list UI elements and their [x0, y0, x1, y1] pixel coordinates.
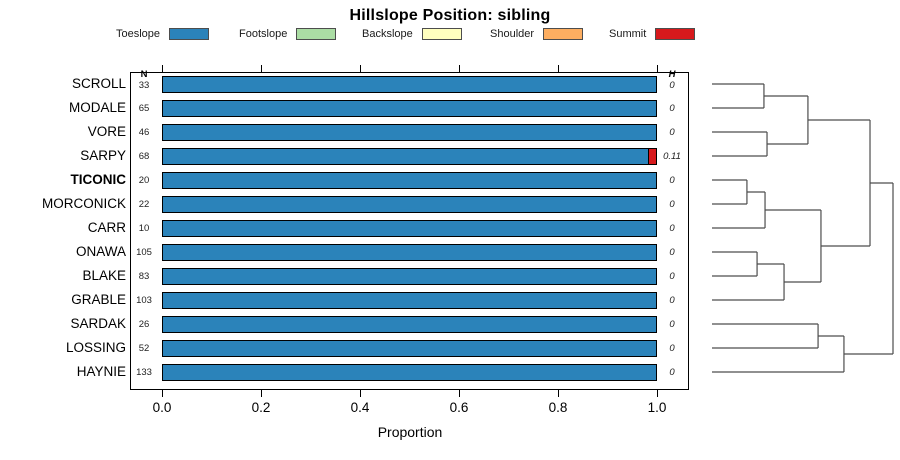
- h-value: 0: [669, 295, 675, 306]
- legend-label: Shoulder: [490, 28, 535, 40]
- top-tick: [657, 65, 658, 72]
- bar-segment-toeslope: [162, 195, 657, 213]
- top-tick: [459, 65, 460, 72]
- bar-segment-toeslope: [162, 123, 657, 141]
- n-value: 26: [138, 319, 150, 330]
- h-value: 0: [669, 223, 675, 234]
- h-value: 0: [669, 247, 675, 258]
- legend-label: Toeslope: [116, 28, 161, 40]
- n-column-header: N: [140, 69, 148, 80]
- bottom-tick: [558, 390, 559, 397]
- n-value: 133: [136, 367, 152, 378]
- h-value: 0: [669, 343, 675, 354]
- bottom-tick: [459, 390, 460, 397]
- legend-swatch-shoulder: [543, 28, 584, 40]
- top-tick: [261, 65, 262, 72]
- legend-swatch-backslope: [421, 28, 462, 40]
- bar-segment-toeslope: [162, 171, 657, 189]
- x-tick-label: 0.8: [548, 400, 568, 415]
- bar-segment-toeslope: [162, 363, 657, 381]
- bar-segment-toeslope: [162, 291, 657, 309]
- row-label-sarpy: SARPY: [80, 148, 126, 163]
- row-label-onawa: ONAWA: [76, 244, 126, 259]
- x-tick-label: 1.0: [647, 400, 667, 415]
- bottom-tick: [261, 390, 262, 397]
- row-label-sardak: SARDAK: [70, 316, 126, 331]
- h-value-text: 0: [669, 80, 675, 91]
- legend-item-footslope: Footslope: [239, 28, 337, 40]
- h-value: 0: [669, 367, 675, 378]
- top-tick: [558, 65, 559, 72]
- top-tick: [162, 65, 163, 72]
- n-value-text: 33: [138, 80, 150, 91]
- legend-label: Summit: [609, 28, 647, 40]
- x-tick-label: 0.2: [251, 400, 271, 415]
- row-label-lossing: LOSSING: [65, 340, 126, 355]
- legend-label: Backslope: [362, 28, 413, 40]
- bar-segment-toeslope: [162, 315, 657, 333]
- chart-title: Hillslope Position: sibling: [349, 7, 551, 24]
- n-value: 10: [138, 223, 150, 234]
- bar-segment-toeslope: [162, 243, 657, 261]
- bottom-tick: [360, 390, 361, 397]
- h-value: 0.11: [663, 151, 681, 162]
- bottom-tick: [657, 390, 658, 397]
- h-value: 0: [669, 271, 675, 282]
- n-value: 52: [138, 343, 150, 354]
- row-label-carr: CARR: [87, 220, 126, 235]
- h-value: 0: [669, 127, 675, 138]
- h-column-header: H: [668, 69, 676, 80]
- bar-segment-toeslope: [162, 339, 657, 357]
- n-value: 105: [136, 247, 152, 258]
- legend-swatch-toeslope: [169, 28, 210, 40]
- x-axis-title: Proportion: [377, 424, 443, 440]
- bar-segment-toeslope: [162, 99, 657, 117]
- h-value: 0: [669, 199, 675, 210]
- x-tick-label: 0.4: [350, 400, 370, 415]
- legend-item-toeslope: Toeslope: [116, 28, 210, 40]
- n-value: N 33: [129, 69, 159, 91]
- legend-item-shoulder: Shoulder: [490, 28, 584, 40]
- bar-segment-toeslope: [162, 75, 657, 93]
- legend-swatch-summit: [655, 28, 696, 40]
- row-label-blake: BLAKE: [82, 268, 126, 283]
- legend-item-summit: Summit: [609, 28, 696, 40]
- x-tick-label: 0.6: [449, 400, 469, 415]
- row-label-scroll: SCROLL: [71, 76, 126, 91]
- h-value: 0: [669, 175, 675, 186]
- top-tick: [360, 65, 361, 72]
- x-tick-label: 0.0: [152, 400, 172, 415]
- n-value: 20: [138, 175, 150, 186]
- row-label-grable: GRABLE: [71, 292, 126, 307]
- n-value: 22: [138, 199, 150, 210]
- n-value: 68: [138, 151, 150, 162]
- plot-area: [130, 72, 689, 390]
- bar-segment-toeslope: [162, 219, 657, 237]
- h-value: 0: [669, 319, 675, 330]
- legend-swatch-footslope: [296, 28, 337, 40]
- n-value: 83: [138, 271, 150, 282]
- row-label-ticonic: TICONIC: [70, 172, 127, 187]
- legend-label: Footslope: [239, 28, 288, 40]
- row-label-haynie: HAYNIE: [76, 364, 126, 379]
- bar-segment-summit: [648, 147, 657, 165]
- bar-segment-toeslope: [162, 267, 657, 285]
- n-value: 46: [138, 127, 150, 138]
- h-value: 0: [669, 103, 675, 114]
- row-label-vore: VORE: [87, 124, 126, 139]
- row-label-modale: MODALE: [68, 100, 126, 115]
- n-value: 65: [138, 103, 150, 114]
- row-label-morconick: MORCONICK: [42, 196, 126, 211]
- legend-item-backslope: Backslope: [362, 28, 462, 40]
- n-value: 103: [136, 295, 152, 306]
- bottom-tick: [162, 390, 163, 397]
